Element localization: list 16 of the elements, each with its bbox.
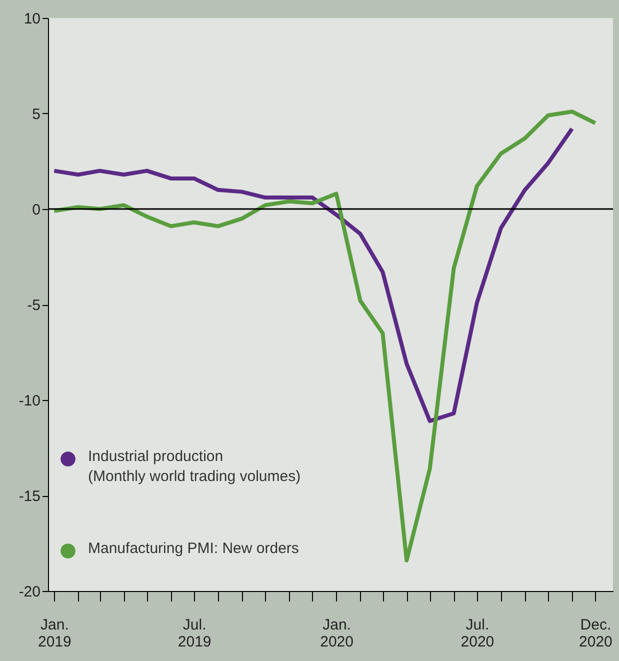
x-tick-label: Jan. 2020 [320, 616, 354, 650]
x-tick-label: Jul. 2019 [178, 616, 212, 650]
x-tick-label: Dec. 2020 [579, 616, 612, 650]
line-series [52, 126, 574, 424]
y-tick-label: -5 [27, 297, 40, 314]
line-series [52, 110, 598, 562]
legend-label: Industrial production (Monthly world trading volumes) [88, 448, 301, 485]
x-tick-label: Jan. 2019 [38, 616, 72, 650]
legend-label: Manufacturing PMI: New orders [88, 540, 299, 557]
x-tick-label: Jul. 2020 [460, 616, 494, 650]
y-tick-label: 0 [32, 202, 40, 218]
y-tick-label: 10 [24, 10, 40, 28]
y-tick-label: -20 [18, 584, 40, 600]
y-tick-label: -10 [18, 392, 40, 410]
y-tick-label: 5 [32, 106, 40, 123]
y-tick-label: -15 [18, 488, 40, 505]
